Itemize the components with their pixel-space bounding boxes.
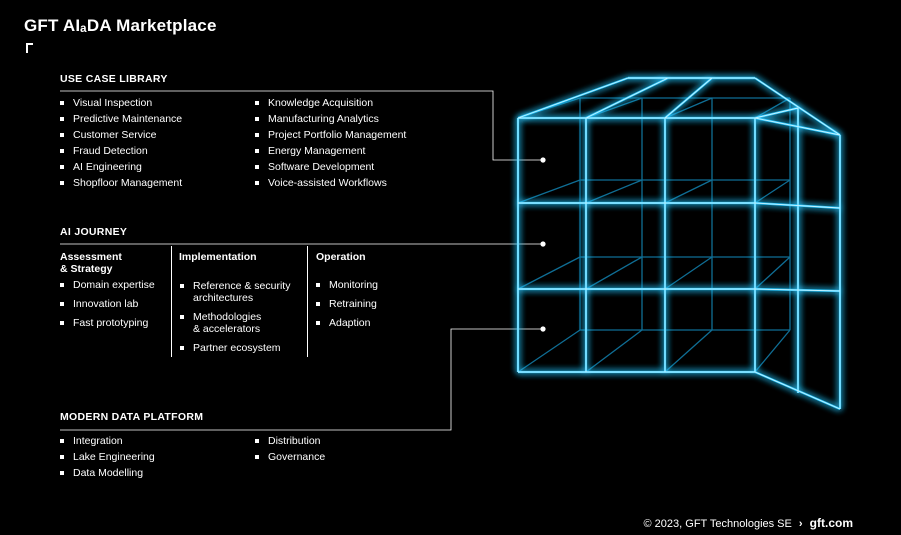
data-platform-list-right: Distribution Governance xyxy=(255,433,325,465)
list-item: Fraud Detection xyxy=(60,143,182,159)
list-item: Integration xyxy=(60,433,155,449)
corner-bracket-icon xyxy=(26,43,33,53)
gft-link[interactable]: gft.com xyxy=(809,516,853,530)
list-item: Reference & security architectures xyxy=(180,279,290,310)
list-item: Monitoring xyxy=(316,277,378,293)
bullet-icon xyxy=(60,117,64,121)
column-divider xyxy=(307,246,308,357)
list-item: Shopfloor Management xyxy=(60,175,182,191)
bullet-icon xyxy=(180,315,184,319)
cube-edge xyxy=(754,97,791,119)
use-case-library-heading: USE CASE LIBRARY xyxy=(60,73,168,85)
cube-edge xyxy=(517,256,581,290)
bullet-icon xyxy=(60,181,64,185)
copyright-text: © 2023, GFT Technologies SE xyxy=(643,518,792,530)
operation-list: Monitoring Retraining Adaption xyxy=(316,277,378,331)
page-title: GFT AIₐDA Marketplace xyxy=(24,16,217,35)
bullet-icon xyxy=(60,439,64,443)
list-item: Project Portfolio Management xyxy=(255,127,406,143)
cube-edge xyxy=(585,77,669,119)
use-case-list-left: Visual Inspection Predictive Maintenance… xyxy=(60,95,182,191)
bullet-icon xyxy=(60,101,64,105)
list-item: Governance xyxy=(255,449,325,465)
bullet-icon xyxy=(255,181,259,185)
cube-edge xyxy=(664,97,713,119)
cube-edge xyxy=(517,329,581,373)
cube-edge xyxy=(754,329,791,373)
list-item: Methodologies & accelerators xyxy=(180,310,290,341)
assessment-strategy-heading: Assessment & Strategy xyxy=(60,251,122,275)
cube-edge xyxy=(754,77,841,136)
bullet-icon xyxy=(60,149,64,153)
list-item: Energy Management xyxy=(255,143,406,159)
bullet-icon xyxy=(180,284,184,288)
list-item: Partner ecosystem xyxy=(180,341,290,360)
cube-edge xyxy=(754,256,791,290)
bullet-icon xyxy=(255,455,259,459)
modern-data-platform-heading: MODERN DATA PLATFORM xyxy=(60,411,204,423)
list-item: Data Modelling xyxy=(60,465,155,481)
list-item: Visual Inspection xyxy=(60,95,182,111)
list-item: Domain expertise xyxy=(60,277,155,293)
list-item: AI Engineering xyxy=(60,159,182,175)
cube-edge xyxy=(754,288,841,292)
bullet-icon xyxy=(316,321,320,325)
cube-edge xyxy=(585,256,643,290)
bullet-icon xyxy=(316,283,320,287)
bullet-icon xyxy=(255,101,259,105)
bullet-icon xyxy=(255,439,259,443)
ai-journey-heading: AI JOURNEY xyxy=(60,226,128,238)
list-item: Innovation lab xyxy=(60,296,155,312)
cube-edge xyxy=(585,329,643,373)
bullet-icon xyxy=(255,133,259,137)
list-item: Predictive Maintenance xyxy=(60,111,182,127)
list-item: Retraining xyxy=(316,296,378,312)
bullet-icon xyxy=(255,149,259,153)
data-platform-list-left: Integration Lake Engineering Data Modell… xyxy=(60,433,155,481)
bullet-icon xyxy=(255,165,259,169)
list-item: Knowledge Acquisition xyxy=(255,95,406,111)
list-item: Distribution xyxy=(255,433,325,449)
cube-edge xyxy=(664,179,713,204)
bullet-icon xyxy=(60,133,64,137)
cube-edge xyxy=(754,107,799,119)
cube-edge xyxy=(754,202,841,209)
cube-edge xyxy=(664,77,713,119)
bullet-icon xyxy=(60,283,64,287)
list-item: Fast prototyping xyxy=(60,315,155,331)
implementation-heading: Implementation xyxy=(179,251,257,263)
bullet-icon xyxy=(60,455,64,459)
list-item: Adaption xyxy=(316,315,378,331)
list-item: Voice-assisted Workflows xyxy=(255,175,406,191)
chevron-right-icon: › xyxy=(798,518,803,530)
bullet-icon xyxy=(60,321,64,325)
cube-edge xyxy=(664,256,713,290)
column-divider xyxy=(171,246,172,357)
assessment-list: Domain expertise Innovation lab Fast pro… xyxy=(60,277,155,331)
list-item: Software Development xyxy=(255,159,406,175)
list-item: Manufacturing Analytics xyxy=(255,111,406,127)
cube-edge xyxy=(664,329,713,373)
cube-edge xyxy=(754,117,841,136)
list-item: Customer Service xyxy=(60,127,182,143)
bullet-icon xyxy=(60,471,64,475)
cube-edge xyxy=(517,179,581,204)
cube-edge xyxy=(585,179,643,204)
bullet-icon xyxy=(316,302,320,306)
list-item: Lake Engineering xyxy=(60,449,155,465)
footer: © 2023, GFT Technologies SE › gft.com xyxy=(644,516,853,530)
bullet-icon xyxy=(60,302,64,306)
cube-edge xyxy=(754,371,841,410)
bullet-icon xyxy=(60,165,64,169)
cube-edge xyxy=(754,179,791,204)
use-case-list-right: Knowledge Acquisition Manufacturing Anal… xyxy=(255,95,406,191)
bullet-icon xyxy=(180,346,184,350)
operation-heading: Operation xyxy=(316,251,366,263)
bullet-icon xyxy=(255,117,259,121)
implementation-list: Reference & security architectures Method… xyxy=(180,279,290,360)
cube-edge xyxy=(517,77,629,119)
